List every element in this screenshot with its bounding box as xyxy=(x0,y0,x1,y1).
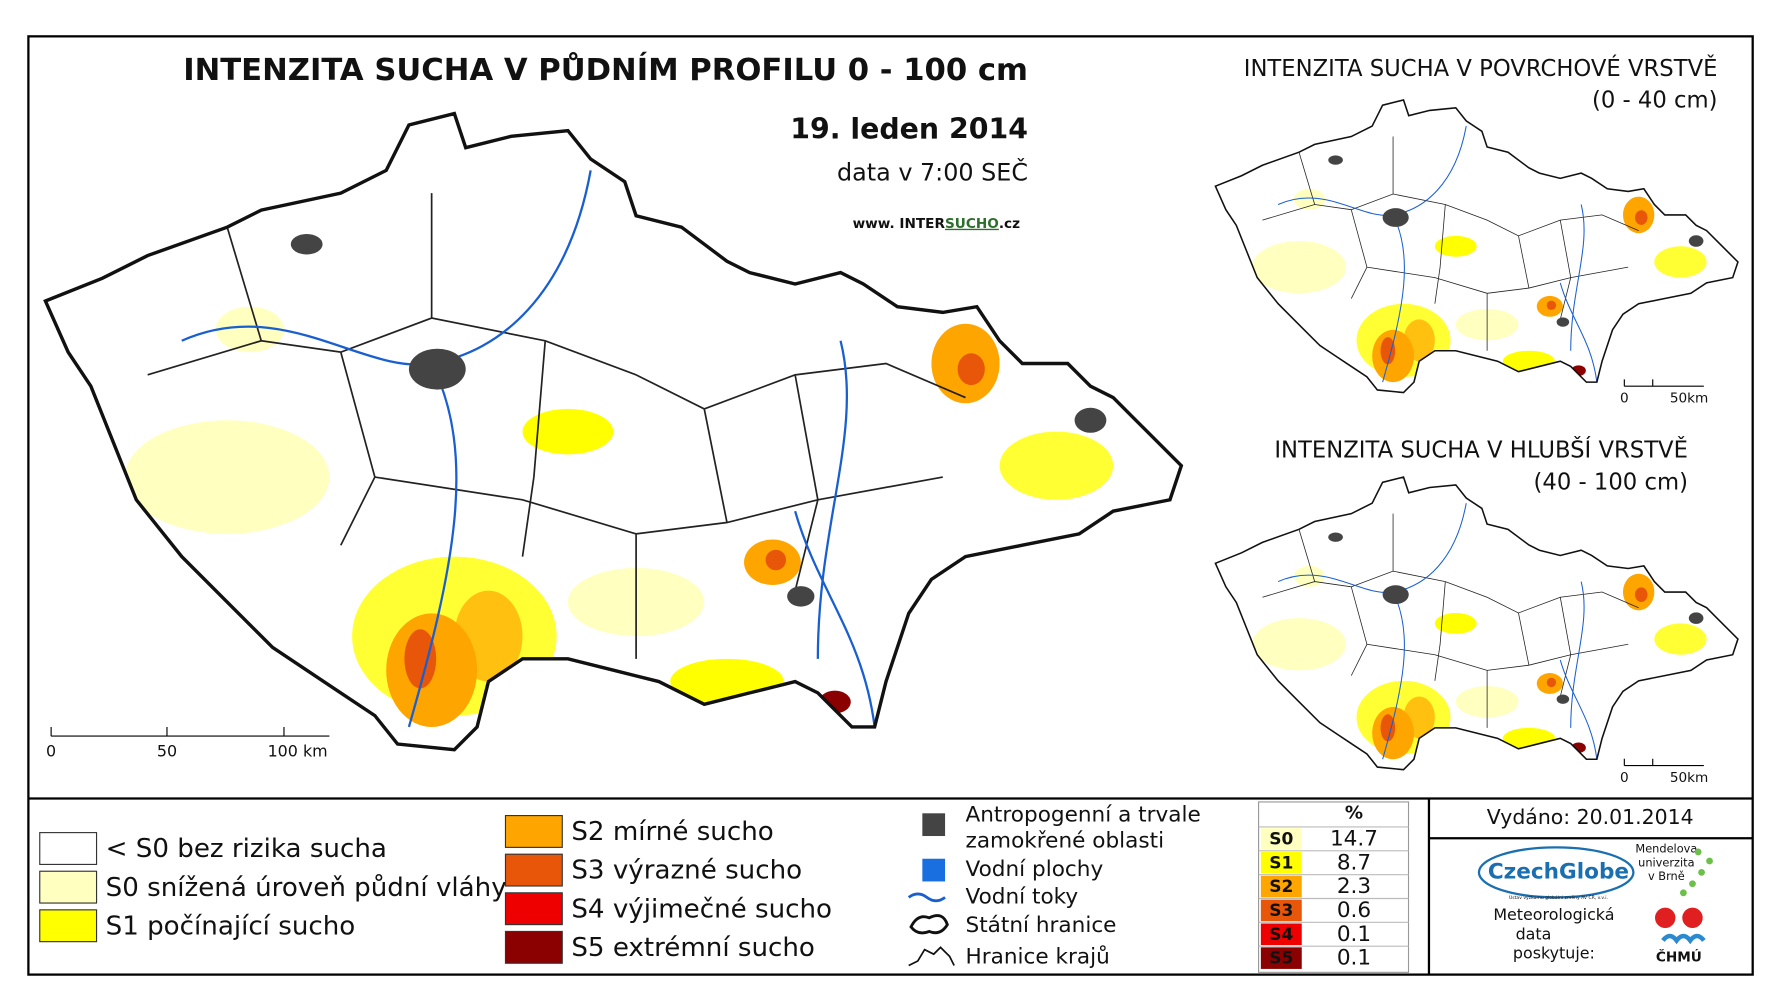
symbol-label: zamokřené oblasti xyxy=(966,829,1165,854)
legend-label: S3 výrazné sucho xyxy=(571,856,802,886)
main-scale: 0 50 100 km xyxy=(46,726,330,760)
symbol-label: Vodní plochy xyxy=(966,857,1104,882)
stats-swatch xyxy=(1260,828,1302,850)
legend-label: S4 výjimečné sucho xyxy=(571,894,832,924)
inset-title: INTENZITA SUCHA V HLUBŠÍ VRSTVĚ xyxy=(1274,435,1688,463)
stats-class: S0 xyxy=(1269,829,1293,849)
stats-percent: 14.7 xyxy=(1330,826,1378,851)
legend-swatch xyxy=(504,815,563,848)
legend-swatch xyxy=(39,832,98,865)
inset-subtitle: (0 - 40 cm) xyxy=(1592,88,1718,114)
legend-symbols: Antropogenní a trvale zamokřené oblasti … xyxy=(907,803,1201,970)
legend-label: S5 extrémní sucho xyxy=(571,933,815,963)
title: INTENZITA SUCHA V PŮDNÍM PROFILU 0 - 100… xyxy=(183,51,1028,88)
inset-title: INTENZITA SUCHA V POVRCHOVÉ VRSTVĚ xyxy=(1244,54,1718,82)
stats-class: S2 xyxy=(1269,877,1293,897)
stats-class: S3 xyxy=(1269,901,1293,921)
stats-swatch xyxy=(1260,899,1302,922)
stats-header: % xyxy=(1345,802,1363,823)
data-note: poskytuje: xyxy=(1513,944,1595,963)
scale-label: 0 xyxy=(1620,770,1629,786)
stats-percent: 0.1 xyxy=(1337,922,1371,947)
logo-mendel: v Brně xyxy=(1648,869,1685,883)
scale-label: 50km xyxy=(1670,391,1709,407)
stats-percent: 8.7 xyxy=(1337,850,1371,875)
inset-subtitle: (40 - 100 cm) xyxy=(1534,469,1688,495)
scale-label: 50 xyxy=(157,741,177,760)
symbol-label: Antropogenní a trvale xyxy=(966,803,1201,828)
website: www. INTERSUCHO.cz xyxy=(853,216,1021,232)
website-suffix: .cz xyxy=(999,216,1020,232)
symbol-label: Státní hranice xyxy=(966,913,1117,938)
logo-czechglobe-sub: Ústav výzkumu globální změny AV ČR, v.v.… xyxy=(1509,894,1608,901)
scale-label: 0 xyxy=(46,741,56,760)
legend-swatch xyxy=(39,870,98,904)
logo-mendel: univerzita xyxy=(1638,855,1694,869)
legend-classes: < S0 bez rizika sucha S0 snížená úroveň p… xyxy=(39,815,832,964)
stats-table: % S0 14.7 S1 8.7 S2 2.3 S3 0.6 S4 0.1 S5 0.1 xyxy=(1258,801,1410,973)
symbol-label: Hranice krajů xyxy=(966,945,1110,970)
legend-label: < S0 bez rizika sucha xyxy=(106,834,387,864)
logo-mendel: Mendelova xyxy=(1635,842,1697,856)
legend-label: S0 snížená úroveň půdní vláhy xyxy=(106,873,507,903)
legend-swatch xyxy=(504,853,563,887)
logo-czechglobe: CzechGlobe xyxy=(1488,859,1629,884)
stats-percent: 0.1 xyxy=(1337,946,1371,971)
scale-label: 100 km xyxy=(268,741,328,760)
stats-class: S4 xyxy=(1269,925,1293,945)
symbol-label: Vodní toky xyxy=(966,884,1079,909)
stats-swatch xyxy=(1260,947,1302,969)
stats-swatch xyxy=(1260,875,1302,898)
website-highlight: SUCHO xyxy=(945,216,999,232)
stats-class: S1 xyxy=(1269,853,1293,873)
date: 19. leden 2014 xyxy=(790,113,1028,146)
stats-percent: 2.3 xyxy=(1337,874,1371,899)
stats-swatch xyxy=(1260,923,1302,946)
stats-swatch xyxy=(1260,851,1302,874)
data-time: data v 7:00 SEČ xyxy=(837,158,1028,186)
legend-label: S2 mírné sucho xyxy=(571,817,773,847)
stats-percent: 0.6 xyxy=(1337,898,1371,923)
legend-swatch xyxy=(39,909,98,943)
scale-label: 0 xyxy=(1620,391,1629,407)
issued: Vydáno: 20.01.2014 xyxy=(1487,805,1694,829)
website-prefix: www. INTER xyxy=(853,216,946,232)
logo-chmu: ČHMÚ xyxy=(1656,948,1702,966)
scale-label: 50km xyxy=(1670,770,1709,786)
data-note: Meteorologická xyxy=(1493,905,1614,924)
legend-swatch xyxy=(504,892,563,926)
legend-label: S1 počínající sucho xyxy=(106,911,356,941)
data-note: data xyxy=(1516,924,1552,943)
legend-swatch xyxy=(504,930,563,964)
stats-class: S5 xyxy=(1269,949,1293,969)
